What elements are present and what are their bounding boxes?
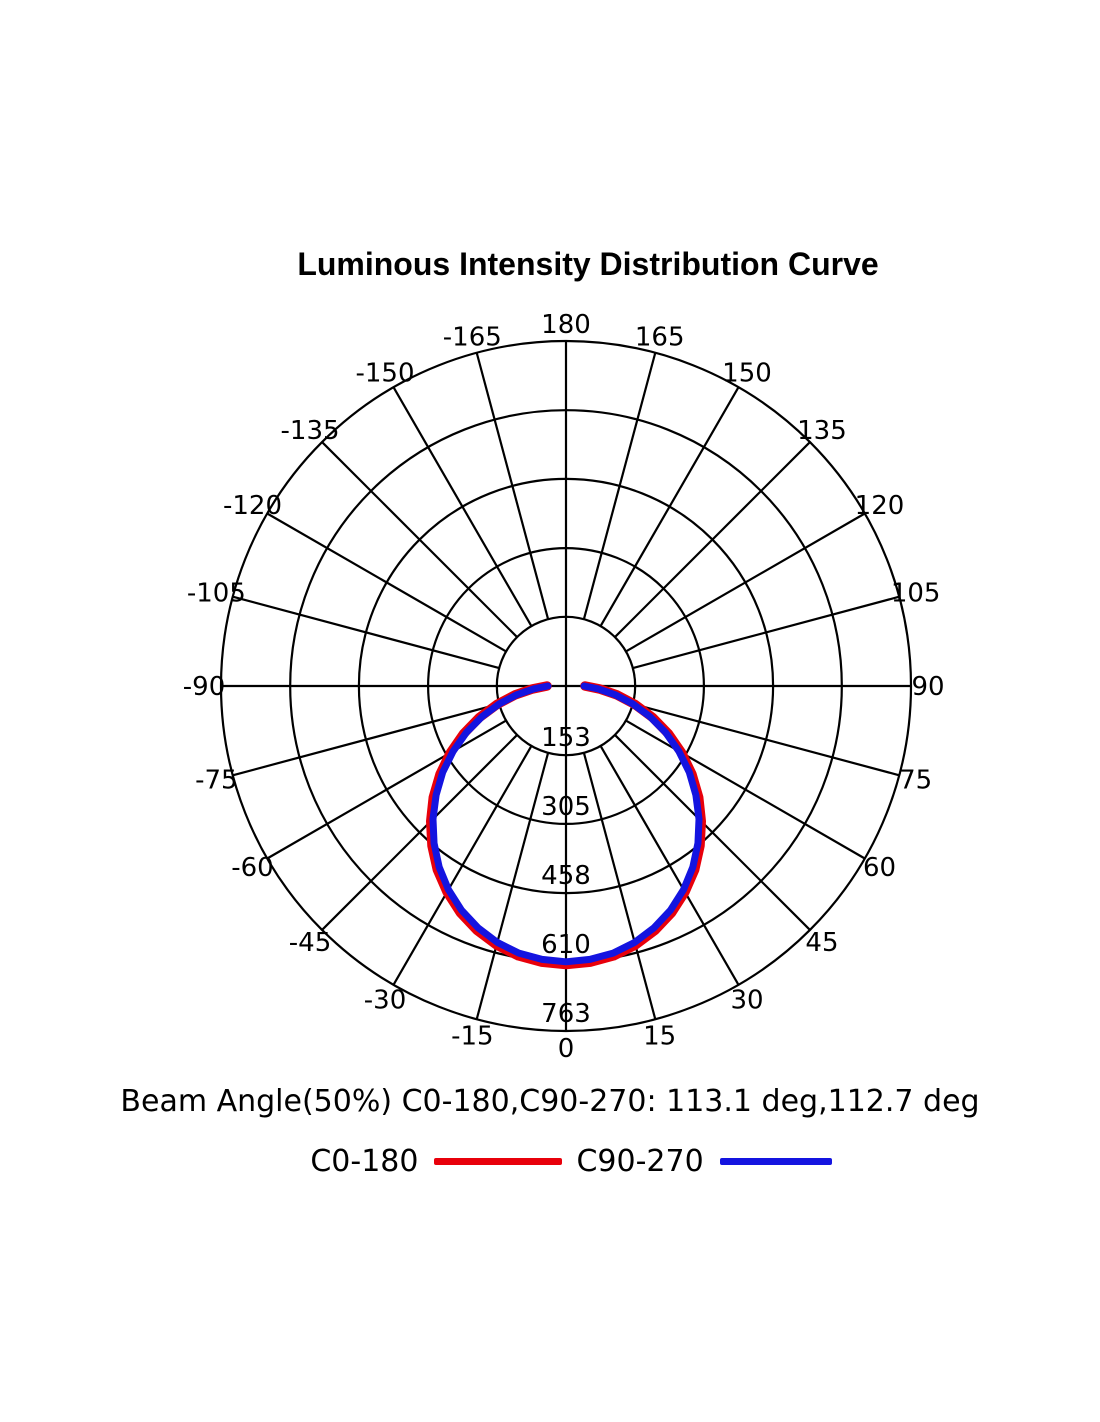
- angle-tick-label: 30: [730, 986, 763, 1016]
- angle-tick-label: -60: [231, 853, 273, 883]
- polar-spoke: [475, 752, 550, 1020]
- chart-legend: C0-180 C90-270: [28, 1144, 1100, 1179]
- angle-tick-label: 180: [541, 310, 591, 340]
- angle-tick-label: 165: [635, 322, 685, 352]
- polar-spoke: [232, 702, 500, 777]
- polar-spoke: [232, 595, 500, 670]
- legend-line-c0-180: [434, 1158, 563, 1165]
- polar-spoke: [632, 702, 900, 777]
- series-curve-c90-270: [429, 682, 703, 966]
- radial-tick-label: 763: [541, 999, 591, 1029]
- angle-tick-label: 105: [891, 578, 941, 608]
- radial-tick-label: 305: [541, 792, 591, 822]
- polar-spoke: [392, 386, 533, 627]
- polar-chart: -165-150-135-120-105-90-75-60-45-30-15 0 1…: [183, 310, 945, 1064]
- polar-spoke: [582, 752, 657, 1020]
- angle-tick-label: 45: [805, 928, 838, 958]
- radial-tick-label: 610: [541, 930, 591, 960]
- angle-tick-label: -45: [289, 928, 331, 958]
- legend-line-c90-270: [719, 1158, 832, 1165]
- angle-tick-label: 120: [855, 491, 905, 521]
- polar-spoke: [599, 745, 740, 986]
- angle-tick-label: 135: [797, 416, 847, 446]
- angle-tick-label: 0: [558, 1034, 575, 1064]
- polar-spoke: [614, 734, 811, 931]
- polar-spoke: [321, 734, 518, 931]
- angle-tick-label: -75: [195, 766, 237, 796]
- angle-tick-label: -120: [223, 491, 282, 521]
- polar-spoke: [632, 595, 900, 670]
- polar-spoke: [266, 512, 507, 653]
- polar-spoke: [599, 386, 740, 627]
- beam-angle-text: Beam Angle(50%) C0-180,C90-270: 113.1 de…: [120, 1084, 980, 1119]
- polar-spoke: [625, 719, 866, 860]
- polar-spoke: [582, 352, 657, 620]
- angle-tick-label: -90: [183, 672, 225, 702]
- angle-tick-label: 75: [899, 766, 932, 796]
- angle-tick-label: -30: [364, 986, 406, 1016]
- angle-tick-label: -15: [451, 1022, 493, 1052]
- angle-tick-label: -105: [187, 578, 246, 608]
- legend-label-c90-270: C90-270: [576, 1144, 704, 1179]
- angle-tick-label: 15: [643, 1022, 676, 1052]
- angle-tick-label: 60: [863, 853, 896, 883]
- radial-tick-label: 153: [541, 723, 591, 753]
- polar-spoke: [392, 745, 533, 986]
- angle-tick-label: -165: [443, 322, 502, 352]
- angle-tick-label: 90: [911, 672, 944, 702]
- angle-tick-label: -135: [281, 416, 340, 446]
- angle-tick-label: -150: [355, 358, 414, 388]
- polar-spoke: [266, 719, 507, 860]
- chart-title: Luminous Intensity Distribution Curve: [297, 246, 879, 282]
- radial-tick-label: 458: [541, 861, 591, 891]
- polar-spoke: [475, 352, 550, 620]
- angle-tick-label: 150: [722, 358, 772, 388]
- legend-label-c0-180: C0-180: [310, 1144, 419, 1179]
- polar-spoke: [321, 441, 518, 638]
- polar-spoke: [625, 512, 866, 653]
- polar-spoke: [614, 441, 811, 638]
